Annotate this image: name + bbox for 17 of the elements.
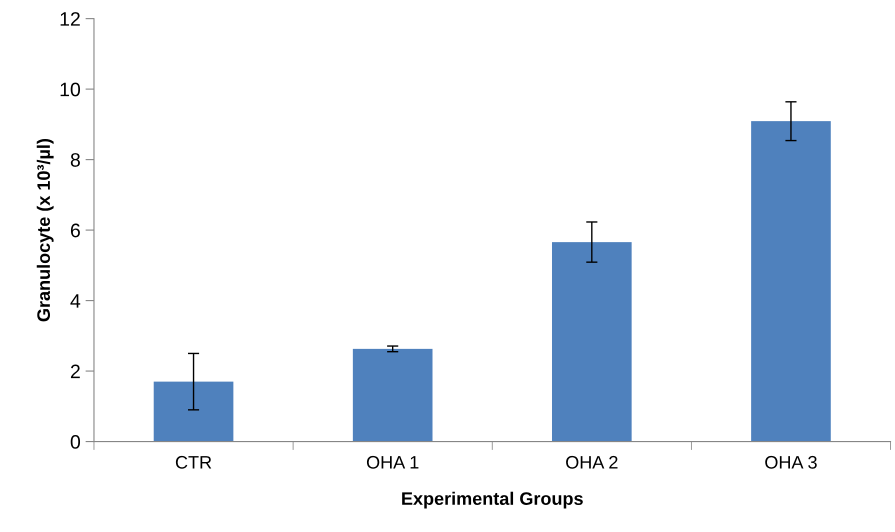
- y-tick-label: 6: [70, 224, 80, 238]
- bar: [352, 348, 433, 442]
- bar: [552, 242, 632, 442]
- y-tick-label: 12: [60, 12, 80, 26]
- y-tick-label: 10: [60, 82, 80, 96]
- x-tick-label: OHA 2: [566, 456, 618, 469]
- y-tick-label: 2: [70, 364, 80, 378]
- bar: [154, 382, 234, 442]
- x-tick-label: OHA 1: [366, 456, 418, 469]
- bar: [751, 121, 831, 442]
- y-tick-label: 0: [70, 435, 80, 449]
- y-axis-title: Granulocyte (x 10³/µl): [36, 138, 54, 322]
- x-tick-label: CTR: [176, 456, 212, 469]
- x-tick-label: OHA 3: [765, 456, 817, 469]
- y-tick-label: 8: [70, 153, 80, 167]
- x-axis-title: Experimental Groups: [402, 492, 583, 509]
- y-tick-label: 4: [70, 294, 80, 308]
